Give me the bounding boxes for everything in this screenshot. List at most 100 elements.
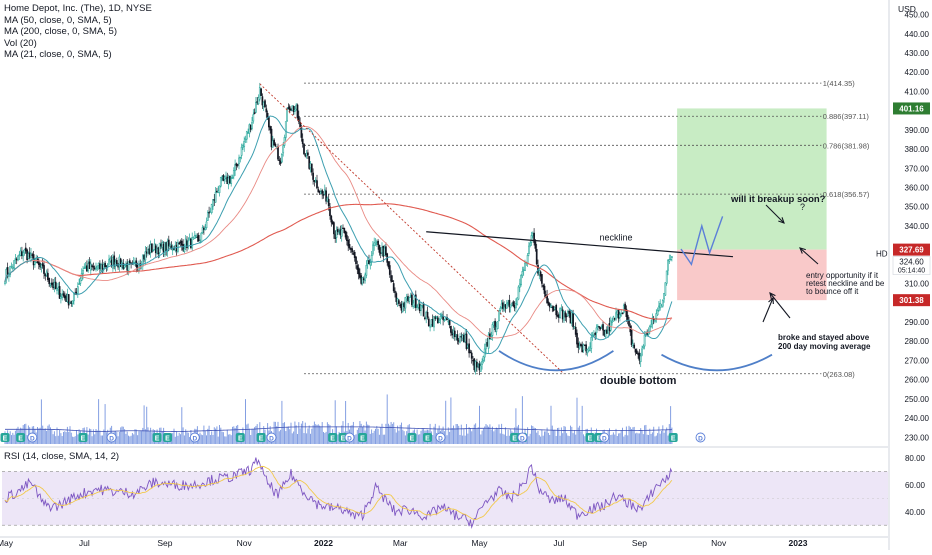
candle-body <box>452 330 455 335</box>
candle-body <box>565 315 568 318</box>
volume-bar <box>529 433 531 444</box>
time-label-5: Mar <box>393 538 408 548</box>
candle-body <box>366 260 369 265</box>
volume-bar <box>567 435 569 444</box>
volume-bar <box>654 436 656 444</box>
volume-bar <box>550 405 552 444</box>
candle-body <box>327 199 330 206</box>
volume-bar <box>463 428 465 444</box>
volume-bar <box>570 425 571 444</box>
volume-bar <box>386 394 388 444</box>
earnings-label-6: E <box>259 436 264 443</box>
volume-ma-line <box>5 426 672 432</box>
candle-body <box>638 352 641 361</box>
volume-bar <box>230 435 232 444</box>
candle-body <box>513 304 516 309</box>
candle-body <box>262 101 265 107</box>
volume-bar <box>146 406 148 444</box>
candle-body <box>568 310 571 314</box>
candle-body <box>310 163 313 173</box>
price-tick-340: 340.00 <box>905 222 930 231</box>
candle-body <box>249 125 252 130</box>
candle-body <box>422 303 425 317</box>
price-tick-420: 420.00 <box>905 68 930 77</box>
volume-bar <box>180 434 181 444</box>
time-label-9: Nov <box>711 538 727 548</box>
candle-body <box>180 240 183 246</box>
volume-bar <box>247 423 249 444</box>
volume-bar <box>14 430 16 444</box>
earnings-marker-14 <box>585 433 595 442</box>
candle-body <box>457 340 460 342</box>
candle-body <box>143 254 145 260</box>
volume-bar <box>614 434 616 444</box>
arrow-ma200-b <box>762 297 774 323</box>
earnings-marker-7 <box>328 433 338 442</box>
candle-body <box>192 237 195 240</box>
volume-bar <box>57 435 59 444</box>
candle-body <box>78 283 80 286</box>
earnings-marker-12 <box>510 433 520 442</box>
neckline-label: neckline <box>599 232 632 242</box>
candle-body <box>382 245 385 257</box>
volume-bar <box>150 427 152 444</box>
volume-bar <box>534 428 536 444</box>
volume-bar <box>26 434 28 444</box>
volume-bar <box>38 428 40 444</box>
annotation-entry-1: entry opportunity if it <box>806 271 879 280</box>
candle-body <box>619 314 621 318</box>
volume-bar <box>313 421 315 444</box>
volume-bar <box>661 430 662 444</box>
volume-bar <box>213 427 215 444</box>
volume-bar <box>176 431 178 444</box>
volume-bar <box>161 431 163 444</box>
candle-body <box>325 190 327 202</box>
candle-body <box>604 330 607 337</box>
volume-bar <box>390 421 392 444</box>
candle-body <box>279 160 282 164</box>
candle-body <box>548 303 551 308</box>
neckline-line <box>426 231 734 258</box>
candle-body <box>599 327 602 329</box>
volume-bar <box>537 430 539 444</box>
candle-body <box>303 143 305 155</box>
volume-bar <box>566 433 568 444</box>
candle-body <box>145 251 148 254</box>
dividend-label-7: D <box>602 436 607 443</box>
candle-body <box>581 344 584 353</box>
volume-bar <box>395 432 397 444</box>
volume-bar <box>131 433 133 444</box>
entry-badge-bg <box>893 243 930 256</box>
volume-bar <box>317 424 319 444</box>
candle-body <box>330 215 333 223</box>
volume-bar <box>311 428 313 444</box>
candle-body <box>49 283 52 286</box>
volume-bar <box>553 429 555 444</box>
candle-body <box>264 100 266 108</box>
candle-body <box>409 295 412 297</box>
volume-bar <box>662 425 664 444</box>
volume-bar <box>497 428 499 444</box>
candle-body <box>387 261 390 268</box>
volume-bar <box>501 423 503 444</box>
candle-body <box>169 244 171 247</box>
candle-body <box>665 270 668 284</box>
candle-body <box>273 139 275 146</box>
candle-body <box>193 235 196 239</box>
candle-body <box>399 304 402 307</box>
candle-body <box>343 227 346 234</box>
price-tick-310: 310.00 <box>905 280 930 289</box>
candle-body <box>664 282 667 296</box>
candle-body <box>615 312 617 320</box>
candle-body <box>6 267 9 276</box>
volume-bar <box>670 406 672 444</box>
candle-body <box>447 320 450 323</box>
candle-body <box>424 317 426 319</box>
volume-bar <box>181 407 183 444</box>
volume-bar <box>453 425 454 444</box>
annotation-question: ? <box>800 202 805 212</box>
candle-body <box>4 281 6 284</box>
earnings-label-0: E <box>3 436 8 443</box>
candle-body <box>11 266 14 269</box>
